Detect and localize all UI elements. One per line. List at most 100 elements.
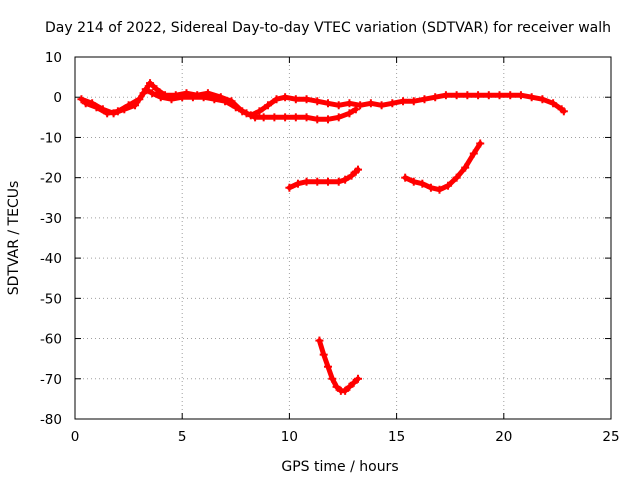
data-point [270,113,279,122]
y-tick-label: -40 [40,251,62,267]
data-point [341,175,350,184]
data-point [409,177,418,186]
data-point [210,95,219,104]
data-point [323,99,332,108]
data-point [332,382,341,391]
data-point [345,109,354,118]
y-tick-label: -20 [40,171,62,187]
x-axis-label: GPS time / hours [281,459,398,475]
y-tick-label: -80 [40,412,62,428]
data-point [313,97,322,106]
data-point [435,185,444,194]
data-point [263,101,272,110]
data-point [167,95,176,104]
data-point [319,350,328,359]
y-tick-label: -10 [40,130,62,146]
data-point [135,95,144,104]
data-point [388,99,397,108]
y-tick-label: -50 [40,291,62,307]
data-point [349,378,358,387]
data-point [538,95,547,104]
data-point [377,101,386,110]
y-tick-label: -30 [40,211,62,227]
data-point [441,91,450,100]
data-point [156,93,165,102]
data-point [399,97,408,106]
x-tick-label: 0 [71,429,80,445]
data-point [484,91,493,100]
data-point [452,91,461,100]
data-point [452,173,461,182]
x-tick-label: 10 [281,429,298,445]
data-point [431,93,440,102]
data-point [221,97,230,106]
data-point [291,95,300,104]
y-tick-label: 0 [53,90,62,106]
data-point [334,177,343,186]
data-point [418,179,427,188]
data-point [334,101,343,110]
chart-title: Day 214 of 2022, Sidereal Day-to-day VTE… [45,20,611,36]
plot-frame [74,56,612,420]
data-point [461,163,470,172]
x-tick-label: 5 [178,429,187,445]
data-point [293,179,302,188]
data-point [272,95,281,104]
x-tick-label: 25 [602,429,619,445]
data-point [148,89,157,98]
data-point [81,99,90,108]
data-point [444,181,453,190]
data-point [313,115,322,124]
data-point [356,101,365,110]
series-track-mid-right [402,141,483,193]
data-point [152,85,161,94]
data-point [281,93,290,102]
data-point [113,107,122,116]
data-point [242,109,251,118]
data-point [315,336,324,345]
data-point [559,107,568,116]
data-point [178,93,187,102]
data-point [141,85,150,94]
y-axis-label: SDTVAR / TECUs [6,181,22,296]
data-point [199,93,208,102]
data-point [347,171,356,180]
data-point [77,95,86,104]
data-point [313,177,322,186]
data-point [345,99,354,108]
y-tick-label: 10 [45,50,62,66]
data-point [323,177,332,186]
data-point [323,115,332,124]
data-point [323,362,332,371]
data-point [285,183,294,192]
series-track-low [316,338,361,394]
data-point [476,139,485,148]
data-point [420,95,429,104]
data-point [354,165,363,174]
data-point [409,97,418,106]
data-point [506,91,515,100]
data-point [401,173,410,182]
data-point [463,91,472,100]
y-tick-label: -70 [40,372,62,388]
data-point [549,99,558,108]
series-track-main-upper [78,80,567,118]
series-layer [77,79,568,395]
data-point [495,91,504,100]
data-point [345,382,354,391]
x-tick-label: 20 [495,429,512,445]
data-point [302,113,311,122]
data-point [124,101,133,110]
data-point [92,103,101,112]
data-point [302,177,311,186]
data-point [291,113,300,122]
data-point [251,113,260,122]
data-point [341,386,350,395]
data-point [328,374,337,383]
data-point [103,109,112,118]
data-point [281,113,290,122]
data-point [255,107,264,116]
data-point [231,103,240,112]
data-point [334,113,343,122]
